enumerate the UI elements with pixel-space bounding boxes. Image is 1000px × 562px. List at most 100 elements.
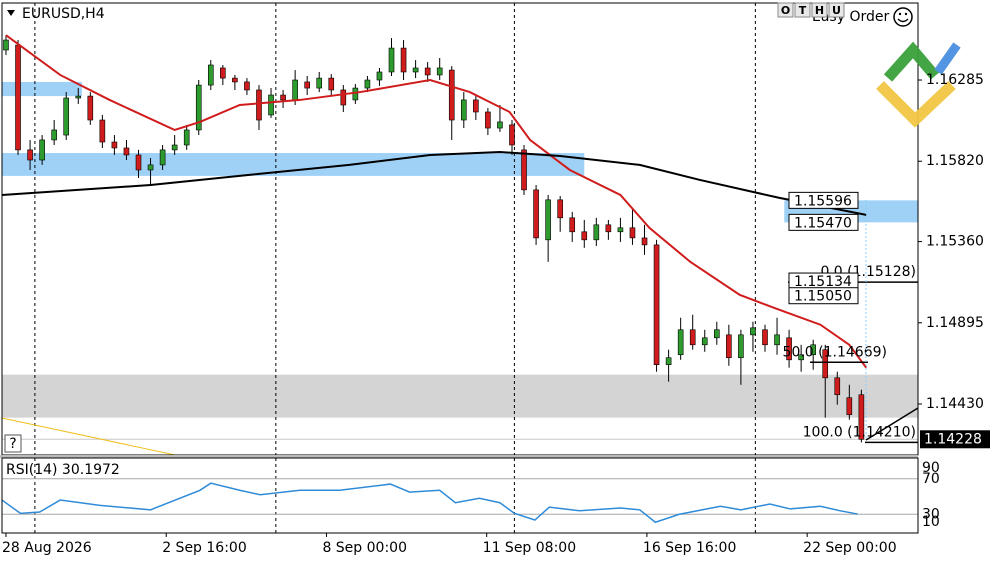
y-tick-label: 1.16285 <box>926 72 984 88</box>
toolbar-button-label[interactable]: H <box>815 4 824 17</box>
menu-arrow[interactable] <box>7 10 15 16</box>
logo-blue <box>934 42 961 75</box>
candle-body <box>364 79 371 89</box>
toolbar-button[interactable] <box>811 2 828 18</box>
logo-yellow <box>876 81 956 128</box>
help-button[interactable]: ? <box>4 434 22 453</box>
candle-body <box>521 149 527 191</box>
trend-line <box>1 417 176 456</box>
candle-body <box>726 334 732 359</box>
price-label-box <box>788 191 859 209</box>
fib-level-label: 100.0 (1.14210) <box>803 424 916 440</box>
y-tick-label: 90 <box>922 460 940 476</box>
x-tick-label: 16 Sep 16:00 <box>643 540 736 556</box>
candle-body <box>798 354 804 361</box>
candle-body <box>485 111 491 129</box>
candle-body <box>750 327 756 336</box>
candle-body <box>111 141 118 149</box>
candle-body <box>352 87 359 101</box>
candle-body <box>256 89 262 121</box>
candle-body <box>653 244 660 366</box>
candle-body <box>581 231 588 241</box>
candle-body <box>509 124 515 146</box>
price-label-box <box>788 287 859 305</box>
smiley-mouth <box>897 18 909 23</box>
candle-body <box>207 64 214 86</box>
price-label-box <box>788 213 859 231</box>
candle-body <box>846 397 853 415</box>
candle-body <box>557 199 563 219</box>
trend-line <box>865 407 919 441</box>
candle-body <box>123 147 130 156</box>
chart-title: EURUSD,H4 <box>22 6 105 22</box>
candle-body <box>244 81 250 91</box>
smiley-face <box>893 7 913 27</box>
price-label: 1.15470 <box>794 215 852 231</box>
candle-body <box>436 67 443 76</box>
help-box[interactable] <box>4 434 22 453</box>
y-tick-label: 10 <box>922 514 940 530</box>
moving-average <box>5 34 867 369</box>
toolbar-button[interactable] <box>828 2 845 18</box>
candle-body <box>641 237 648 246</box>
candle-body <box>147 164 154 171</box>
candle-body <box>448 69 455 121</box>
candle-body <box>738 334 744 359</box>
candle-body <box>195 84 202 131</box>
smiley-eye <box>898 12 902 16</box>
candle-body <box>63 97 70 136</box>
candle-body <box>316 77 323 89</box>
candle-body <box>171 144 178 151</box>
price-label: 1.15596 <box>794 193 852 209</box>
price-label: 1.15050 <box>794 289 852 305</box>
candle-body <box>689 329 696 346</box>
candle-body <box>388 47 395 73</box>
x-tick-label: 2 Sep 16:00 <box>162 540 247 556</box>
candle-body <box>268 94 274 116</box>
candle-body <box>701 337 708 346</box>
x-tick-label: 22 Sep 00:00 <box>803 540 896 556</box>
logo <box>876 41 961 128</box>
y-tick-label: 1.14895 <box>926 315 984 331</box>
candle-body <box>424 67 431 76</box>
candle-body <box>220 67 226 79</box>
candle-body <box>159 149 166 166</box>
rsi-line <box>1 482 858 524</box>
pane-separator <box>0 455 918 458</box>
x-tick-label: 8 Sep 00:00 <box>322 540 407 556</box>
toolbar-button[interactable] <box>777 2 794 18</box>
toolbar-button[interactable] <box>794 2 811 18</box>
candle-body <box>412 67 419 73</box>
candle-body <box>774 334 780 346</box>
candle-body <box>27 149 33 161</box>
candle-body <box>617 227 624 233</box>
last-price-label: 1.14228 <box>924 431 982 447</box>
candle-body <box>762 329 768 346</box>
toolbar-button-label[interactable]: T <box>799 4 807 17</box>
candle-body <box>280 94 286 101</box>
candle-body <box>3 39 9 51</box>
candle-body <box>497 121 503 129</box>
zone <box>2 374 918 418</box>
candle-body <box>677 329 684 356</box>
help-label[interactable]: ? <box>9 436 16 452</box>
candle-body <box>533 189 539 239</box>
y-tick-label: 70 <box>922 471 940 487</box>
y-tick-label: 1.15360 <box>926 234 984 250</box>
toolbar-button-label[interactable]: U <box>832 4 841 17</box>
toolbar-button-label[interactable]: O <box>781 4 790 17</box>
candle-body <box>99 119 106 143</box>
candle-body <box>569 217 576 233</box>
candle-body <box>304 81 310 89</box>
candle-body <box>714 329 720 339</box>
candle-body <box>545 199 551 241</box>
candle-body <box>786 337 792 361</box>
y-tick-label: 1.15820 <box>926 153 984 169</box>
candle-body <box>292 79 298 101</box>
candle-body <box>629 227 636 239</box>
rsi-frame <box>1 457 919 534</box>
candle-body <box>87 95 94 121</box>
